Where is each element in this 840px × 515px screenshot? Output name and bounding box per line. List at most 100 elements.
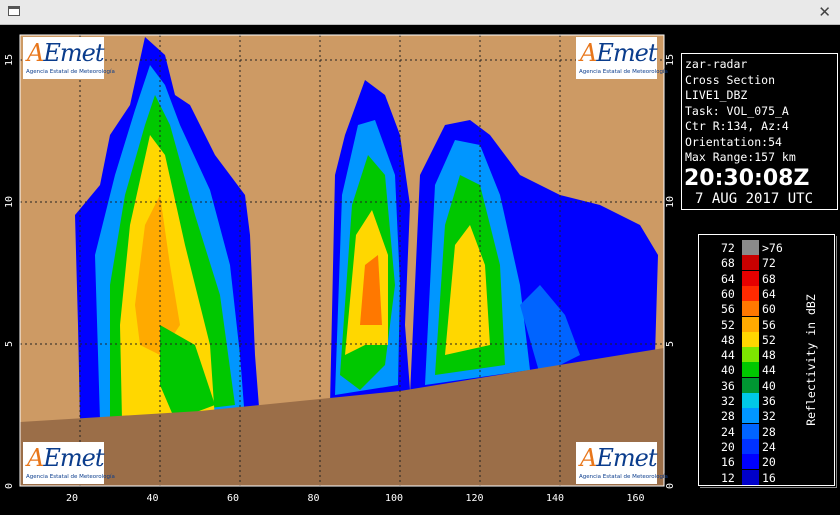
legend-swatch [742,316,759,332]
legend-row: 72 >76 [699,240,799,255]
legend-row: 28 32 [699,408,799,424]
y-tick-label: 0 [4,483,15,489]
x-tick-label: 40 [146,493,158,504]
cross-section-plot: 20 40 60 80 100 120 140 160 0 5 10 15 0 5 10 15 [0,25,680,511]
y-tick-label: 10 [4,196,15,208]
legend-row: 56 60 [699,301,799,317]
legend-swatch [742,469,759,485]
info-line-task: Task: VOL_075_A [685,103,789,118]
legend-low-value: 32 [721,394,735,408]
legend-swatch [742,270,759,286]
legend-swatch [742,454,759,470]
legend-swatch [742,362,759,378]
legend-swatch [742,240,759,255]
legend-high-value: 40 [762,378,776,393]
legend-shadow [700,236,837,488]
y-tick-label: 5 [4,341,15,347]
legend-swatch [742,331,759,347]
legend-high-value: 68 [762,271,776,286]
legend-high-value: 28 [762,424,776,439]
x-tick-label: 60 [227,493,239,504]
x-tick-label: 160 [626,493,644,504]
echo-cell-middle [330,80,410,405]
legend-low-value: 12 [721,470,735,485]
legend-high-value: 48 [762,348,776,363]
legend-row: 16 20 [699,454,799,470]
legend-swatch [742,377,759,393]
info-time: 20:30:08Z [684,165,810,191]
legend-row: 60 64 [699,285,799,301]
legend-high-value: 20 [762,455,776,470]
legend-high-value: 56 [762,317,776,332]
x-axis: 20 40 60 80 100 120 140 160 [66,493,645,504]
close-icon[interactable]: ✕ [818,3,831,21]
window-titlebar: ✕ [0,0,840,25]
legend-high-value: 64 [762,286,776,301]
y-tick-label: 15 [665,54,676,66]
logo-wordmark: AEmet [27,39,104,67]
legend-low-value: 28 [721,409,735,424]
legend-high-value: 24 [762,439,776,454]
grid-lines [20,35,664,486]
legend-low-value: 44 [721,348,735,363]
legend-low-value: 64 [721,271,735,286]
info-line-dataset: LIVE1_DBZ [685,88,748,102]
info-line-orientation: Orientation:54 [685,134,782,149]
legend-swatch [742,301,759,317]
legend-row: 36 40 [699,377,799,393]
echo-cell-right [410,120,658,395]
x-tick-label: 140 [546,493,564,504]
aemet-logo-bottom-right: AEmet Agencia Estatal de Meteorología [576,442,668,484]
legend-title: Reflectivity in dBZ [804,294,818,426]
x-tick-label: 80 [307,493,319,504]
aemet-logo-top-left: AEmet Agencia Estatal de Meteorología [23,37,115,79]
x-tick-label: 120 [465,493,483,504]
radar-info-panel: zar-radar Cross Section LIVE1_DBZ Task: … [681,53,838,210]
legend-row: 44 48 [699,347,799,363]
legend-row: 52 56 [699,316,799,332]
legend-row: 68 72 [699,255,799,271]
legend-row: 64 68 [699,270,799,286]
legend-low-value: 36 [721,378,735,393]
legend-low-value: 60 [721,286,735,301]
legend-row: 20 24 [699,438,799,454]
window-icon[interactable] [8,6,20,16]
y-tick-label: 15 [4,54,15,66]
logo-subtitle: Agencia Estatal de Meteorología [579,69,668,75]
legend-low-value: 52 [721,317,735,332]
aemet-logo-bottom-left: AEmet Agencia Estatal de Meteorología [23,442,115,484]
info-date: 7 AUG 2017 UTC [695,190,814,207]
x-tick-label: 20 [66,493,78,504]
legend-low-value: 24 [721,424,735,439]
legend-low-value: 56 [721,302,735,317]
logo-wordmark: AEmet [27,444,104,472]
legend-swatch [742,423,759,439]
legend-low-value: 68 [721,256,735,271]
logo-wordmark: AEmet [580,39,657,67]
info-line-product: Cross Section [685,72,776,87]
logo-subtitle: Agencia Estatal de Meteorología [26,474,115,480]
legend-row: 12 16 [699,469,799,485]
legend-swatch [742,408,759,424]
legend-swatch [742,347,759,363]
legend-row: 24 28 [699,423,799,439]
y-tick-label: 0 [665,483,676,489]
info-line-radar: zar-radar [685,57,748,71]
y-tick-label: 5 [665,341,676,347]
terrain-profile [20,348,664,486]
legend-high-value: 36 [762,394,776,408]
plot-frame [19,34,665,487]
legend-high-value: 60 [762,302,776,317]
info-line-max-range: Max Range:157 km [685,150,796,164]
legend-high-value: 44 [762,363,776,378]
y-axis-right: 0 5 10 15 [665,54,676,489]
x-tick-label: 100 [385,493,403,504]
legend-low-value: 16 [721,455,735,470]
logo-subtitle: Agencia Estatal de Meteorología [26,69,115,75]
info-line-center: Ctr R:134, Az:4 [685,119,789,133]
legend-row: 32 36 [699,393,799,408]
legend-high-value: 72 [762,256,776,271]
legend-swatch [742,438,759,454]
legend-low-value: 20 [721,439,735,454]
legend-swatch [742,393,759,408]
